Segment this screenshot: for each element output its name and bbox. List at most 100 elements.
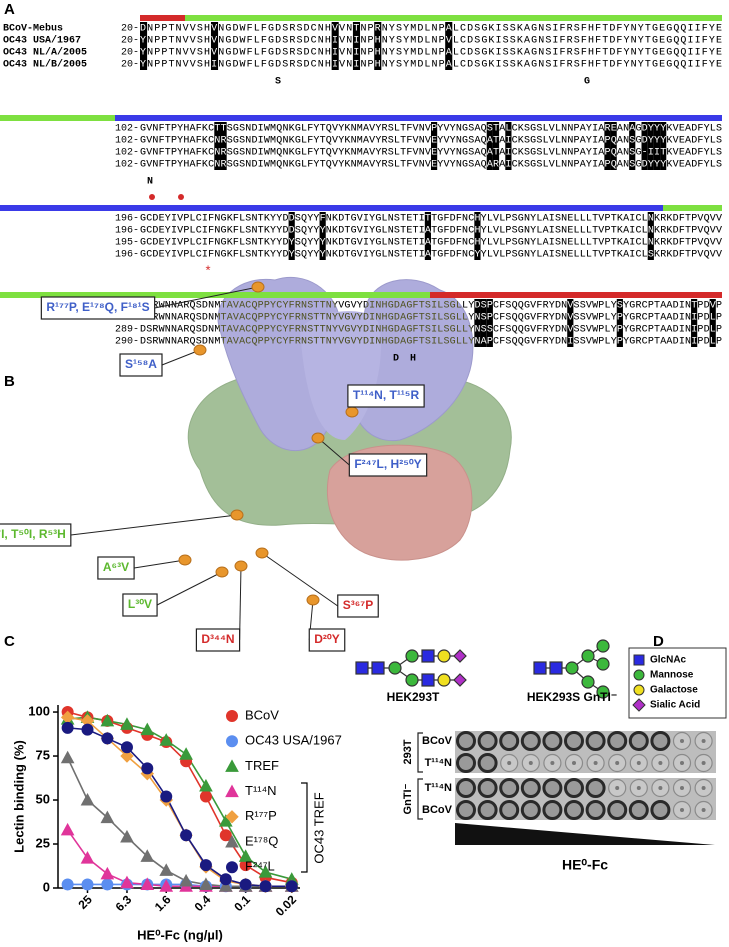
mutation-callout: F²⁴⁷L, H²⁵⁰Y bbox=[311, 432, 428, 477]
well-button bbox=[701, 739, 706, 743]
data-point bbox=[160, 790, 173, 803]
plate-group-label: 293T bbox=[402, 739, 414, 764]
data-point bbox=[239, 878, 252, 891]
mutation-label: D³⁴⁴N bbox=[201, 632, 234, 646]
variant-highlight bbox=[288, 212, 295, 260]
mutation-label: D²⁰Y bbox=[314, 632, 339, 646]
variant-highlight bbox=[647, 212, 654, 260]
data-point bbox=[199, 778, 213, 792]
mutation-callout: L³⁰V bbox=[122, 566, 229, 617]
residue-start: 20- bbox=[121, 60, 139, 71]
sequence-name: OC43 NL/B/2005 bbox=[3, 59, 87, 71]
mutation-site bbox=[215, 566, 229, 578]
data-point bbox=[180, 829, 193, 842]
well bbox=[607, 800, 628, 820]
sequence: YNPPTNVVSHINGDWFLFGDSRSDCNHIVNINPHNYSYMD… bbox=[140, 60, 722, 71]
leader-line bbox=[156, 571, 223, 606]
sequence: DSRWNNARQSDNMTAVACQPPYCYFRNSTTNYVGVYDINH… bbox=[140, 337, 722, 348]
leader-line bbox=[134, 559, 186, 569]
variant-highlight bbox=[647, 122, 654, 170]
mutation-site bbox=[306, 594, 320, 606]
data-point bbox=[199, 790, 212, 803]
glycan-label: HEK293S GnTI⁻ bbox=[527, 690, 617, 704]
well-button bbox=[701, 808, 706, 812]
variant-highlight bbox=[220, 122, 227, 170]
variant-highlight bbox=[660, 122, 667, 170]
legend-bracket bbox=[301, 782, 308, 873]
variant-highlight bbox=[214, 122, 221, 170]
sequence: GVNFTPYHAFKCNRSGSNDIWMQNKGLFYTQVYKNMAVYR… bbox=[140, 148, 722, 159]
sequence: DSRWNNARQSDNMTAVACQPPYCYFRNSTTNYVGVYDINH… bbox=[140, 313, 722, 324]
variant-highlight bbox=[445, 22, 453, 70]
leader-line bbox=[261, 552, 339, 607]
mutation-box bbox=[337, 594, 379, 618]
y-tick-label: 100 bbox=[28, 703, 50, 718]
variant-highlight bbox=[486, 122, 493, 170]
well bbox=[477, 778, 498, 798]
sequence: GCDEYIVPLCIFNGKFLSNTKYYDYSQYYYNKDTGVIYGL… bbox=[140, 250, 722, 261]
data-point bbox=[140, 722, 155, 736]
well-button bbox=[507, 761, 512, 765]
plate-group-label: GnTI⁻ bbox=[402, 783, 414, 814]
sequence: DSRWNNARQSDNMTAVACQPPYCYFRNSTTNYVGVYDINH… bbox=[140, 301, 722, 312]
dilution-wedge bbox=[455, 823, 715, 845]
plate-strip bbox=[455, 731, 716, 773]
legend-label: T¹¹⁴N bbox=[245, 783, 277, 798]
data-point bbox=[100, 713, 115, 727]
y-axis-label: Lectin binding (%) bbox=[11, 740, 26, 853]
residue-note: D bbox=[393, 354, 399, 365]
domain-bar bbox=[663, 205, 722, 211]
data-point bbox=[219, 873, 232, 886]
data-point bbox=[101, 878, 114, 891]
legend-label: E¹⁷⁸Q bbox=[245, 833, 278, 848]
variant-highlight bbox=[709, 299, 716, 347]
residue-note: H bbox=[410, 354, 416, 365]
well-button bbox=[658, 761, 663, 765]
y-tick-label: 75 bbox=[36, 747, 50, 762]
variant-highlight bbox=[474, 299, 481, 347]
data-point bbox=[60, 750, 75, 764]
sequence-name: OC43 NL/A/2005 bbox=[3, 47, 87, 59]
data-point bbox=[120, 749, 134, 763]
well bbox=[477, 731, 498, 751]
legend-label: OC43 USA/1967 bbox=[245, 733, 342, 748]
variant-highlight bbox=[474, 212, 481, 260]
well bbox=[499, 778, 520, 798]
variant-highlight bbox=[140, 22, 148, 70]
domain-bar bbox=[0, 115, 115, 121]
mutation-callout: V⁴⁷I, T⁵⁰I, R⁵³H bbox=[0, 509, 244, 547]
well bbox=[520, 800, 541, 820]
legend-icon bbox=[633, 669, 645, 681]
variant-highlight bbox=[616, 299, 623, 347]
mutation-site bbox=[311, 432, 325, 444]
well-button bbox=[701, 761, 706, 765]
data-point bbox=[159, 863, 174, 876]
variant-highlight bbox=[319, 212, 326, 260]
glycan-high-mannose bbox=[533, 639, 610, 699]
residue-start: 102- bbox=[115, 136, 139, 147]
mutation-label: S¹⁵⁸A bbox=[125, 357, 157, 371]
well bbox=[520, 731, 541, 751]
mutation-site bbox=[345, 406, 359, 418]
mutation-label: T¹¹⁴N, T¹¹⁵R bbox=[353, 388, 420, 402]
mutation-callout: T¹¹⁴N, T¹¹⁵R bbox=[345, 384, 425, 418]
well bbox=[564, 731, 584, 751]
mutation-site bbox=[255, 547, 269, 559]
sequence: GCDEYIVPLCIFNGKFLSNTKYYDYSQYYYNKDTGVIYGL… bbox=[140, 238, 722, 249]
sequence: GVNFTPYHAFKCNRSGSNDIWMQNKGLFYTQVYKNMAVYR… bbox=[140, 136, 722, 147]
protein-structure bbox=[187, 276, 512, 561]
legend-marker bbox=[225, 834, 239, 848]
panel-label: D bbox=[653, 633, 664, 650]
well-button bbox=[636, 761, 641, 765]
well bbox=[499, 731, 520, 751]
mutation-box bbox=[119, 353, 163, 377]
plate-row-label: BCoV bbox=[422, 804, 453, 816]
well bbox=[564, 778, 584, 798]
data-point bbox=[100, 810, 115, 824]
glycan-legend-label: Sialic Acid bbox=[650, 700, 700, 711]
mutation-box bbox=[308, 628, 346, 652]
well bbox=[585, 778, 606, 798]
legend-marker bbox=[225, 810, 239, 824]
well bbox=[520, 778, 541, 798]
data-point bbox=[80, 851, 95, 864]
